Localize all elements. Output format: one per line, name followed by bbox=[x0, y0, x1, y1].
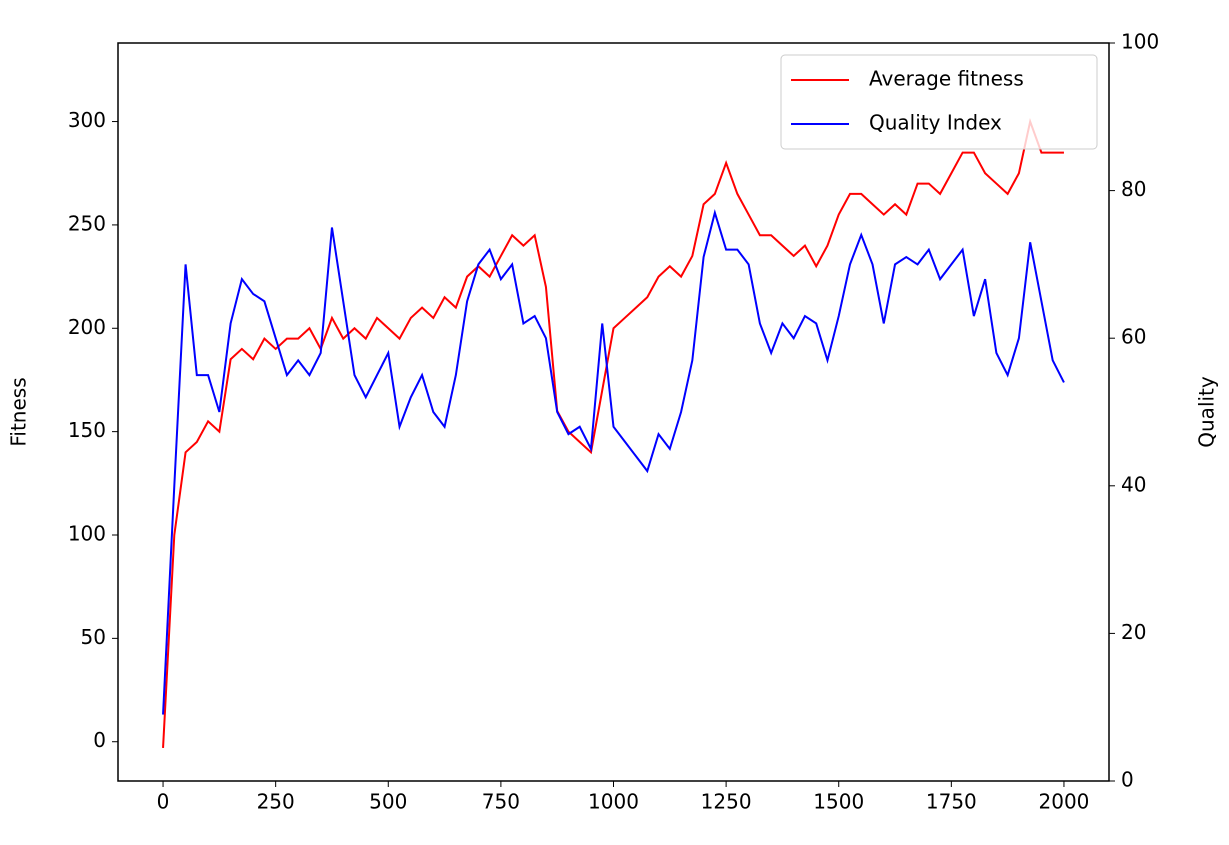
legend-box bbox=[780, 54, 1098, 150]
plot-frame bbox=[117, 42, 1110, 782]
x-tick-label: 1750 bbox=[926, 790, 977, 814]
y-tick-label: 300 bbox=[68, 108, 106, 132]
x-tick-label: 1000 bbox=[588, 790, 639, 814]
data-line bbox=[162, 209, 1065, 715]
data-line bbox=[162, 117, 1064, 748]
y2-axis-label: Quality bbox=[1195, 376, 1219, 448]
y2-tick-label: 20 bbox=[1121, 620, 1146, 644]
legend-label: Quality Index bbox=[869, 111, 1002, 135]
y-tick-label: 250 bbox=[68, 211, 106, 235]
y2-tick-label: 40 bbox=[1121, 472, 1146, 496]
y2-tick-label: 0 bbox=[1121, 768, 1134, 792]
x-tick-label: 2000 bbox=[1039, 790, 1090, 814]
x-tick-label: 750 bbox=[482, 790, 520, 814]
x-tick-label: 1250 bbox=[701, 790, 752, 814]
x-tick-label: 500 bbox=[369, 790, 407, 814]
x-tick-label: 0 bbox=[157, 790, 170, 814]
y-axis-label: Fitness bbox=[7, 377, 31, 446]
y-tick-label: 150 bbox=[68, 418, 106, 442]
y-tick-label: 0 bbox=[93, 728, 106, 752]
y2-tick-label: 60 bbox=[1121, 325, 1146, 349]
y-tick-label: 100 bbox=[68, 522, 106, 546]
legend-label: Average fitness bbox=[869, 67, 1024, 91]
x-tick-label: 1500 bbox=[813, 790, 864, 814]
x-tick-label: 250 bbox=[257, 790, 295, 814]
y-tick-label: 50 bbox=[81, 625, 106, 649]
y2-tick-label: 80 bbox=[1121, 177, 1146, 201]
y2-tick-label: 100 bbox=[1121, 30, 1159, 54]
y-tick-label: 200 bbox=[68, 315, 106, 339]
